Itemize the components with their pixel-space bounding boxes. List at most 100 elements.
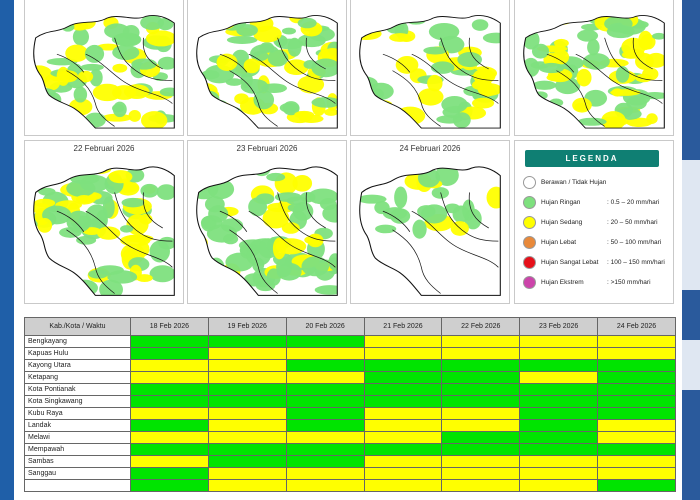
province-outline xyxy=(33,14,175,129)
light-rain-area xyxy=(156,184,175,200)
light-rain-area xyxy=(457,52,483,68)
light-rain-area xyxy=(417,168,441,188)
light-rain-area xyxy=(441,95,468,114)
light-rain-area xyxy=(533,91,548,100)
light-rain-area xyxy=(328,253,338,271)
moderate-rain-area xyxy=(553,38,569,48)
light-rain-area xyxy=(359,194,387,204)
kalimantan-barat-map xyxy=(523,14,665,129)
light-rain-area xyxy=(33,15,61,32)
moderate-rain-area xyxy=(645,52,665,68)
header-date: 21 Feb 2026 xyxy=(363,317,443,336)
region-name: Kota Pontianak xyxy=(24,383,131,396)
light-rain-cell xyxy=(441,395,521,408)
boundary-line xyxy=(382,210,411,232)
region-name: Mempawah xyxy=(24,443,131,456)
table-row: Kota Pontianak xyxy=(24,383,676,396)
left-frame xyxy=(0,0,14,500)
light-rain-area xyxy=(375,224,397,234)
light-rain-area xyxy=(406,15,426,25)
region-name: Kayong Utara xyxy=(24,359,131,372)
moderate-rain-cell xyxy=(519,371,599,384)
light-rain-cell xyxy=(285,455,365,468)
light-rain-cell xyxy=(363,383,443,396)
moderate-rain-cell xyxy=(597,347,676,360)
region-name: Bengkayang xyxy=(24,335,131,348)
light-rain-cell xyxy=(441,371,521,384)
moderate-rain-area xyxy=(65,44,89,62)
forecast-map-4 xyxy=(514,0,674,136)
moderate-rain-cell xyxy=(207,467,287,480)
boundary-line xyxy=(248,53,336,104)
moderate-rain-cell xyxy=(519,455,599,468)
moderate-rain-cell xyxy=(207,419,287,432)
light-rain-area xyxy=(582,53,610,70)
moderate-rain-cell xyxy=(597,455,676,468)
moderate-rain-area xyxy=(108,170,133,184)
light-rain-area xyxy=(452,112,471,128)
boundary-line xyxy=(392,229,441,294)
light-rain-cell xyxy=(519,443,599,456)
region-name: Sambas xyxy=(24,455,131,468)
moderate-rain-cell xyxy=(207,347,287,360)
light-rain-cell xyxy=(597,407,676,420)
moderate-rain-area xyxy=(272,237,286,260)
boundary-line xyxy=(114,192,173,242)
light-rain-cell xyxy=(285,407,365,420)
kalimantan-barat-map xyxy=(33,166,175,296)
light-rain-area xyxy=(266,172,286,182)
moderate-rain-cell xyxy=(285,431,365,444)
table-row: Kapuas Hulu xyxy=(24,347,676,360)
light-rain-area xyxy=(66,179,96,197)
province-outline xyxy=(196,14,338,129)
light-rain-area xyxy=(626,96,647,110)
light-rain-cell xyxy=(441,359,521,372)
moderate-rain-cell xyxy=(363,479,443,492)
moderate-rain-area xyxy=(101,113,132,122)
moderate-rain-area xyxy=(56,66,70,86)
moderate-rain-area xyxy=(214,15,237,30)
moderate-rain-area xyxy=(111,85,137,100)
moderate-rain-area xyxy=(389,33,412,42)
legend-range: : >150 mm/hari xyxy=(607,279,651,286)
light-rain-area xyxy=(301,256,330,277)
legend-label: Hujan Ringan xyxy=(541,199,581,206)
light-rain-area xyxy=(532,80,557,90)
light-rain-area xyxy=(149,265,175,283)
legend-swatch-icon xyxy=(523,196,536,209)
light-rain-cell xyxy=(285,383,365,396)
light-rain-area xyxy=(217,15,247,31)
light-rain-area xyxy=(279,102,299,113)
forecast-map-2 xyxy=(187,0,347,136)
light-rain-area xyxy=(73,86,88,103)
legend-label: Hujan Ekstrem xyxy=(541,279,584,286)
light-rain-area xyxy=(140,15,165,31)
light-rain-area xyxy=(587,38,600,56)
light-rain-cell xyxy=(285,419,365,432)
light-rain-area xyxy=(84,44,105,63)
light-rain-area xyxy=(214,106,243,119)
light-rain-area xyxy=(604,15,633,32)
table-row: Kubu Raya xyxy=(24,407,676,420)
light-rain-cell xyxy=(207,383,287,396)
province-outline xyxy=(33,166,175,296)
moderate-rain-cell xyxy=(285,347,365,360)
moderate-rain-cell xyxy=(363,431,443,444)
moderate-rain-cell xyxy=(285,371,365,384)
light-rain-area xyxy=(311,58,338,78)
light-rain-area xyxy=(374,201,390,215)
moderate-rain-area xyxy=(216,53,238,71)
header-date: 23 Feb 2026 xyxy=(519,317,599,336)
light-rain-area xyxy=(209,99,229,113)
light-rain-cell xyxy=(363,443,443,456)
map-date-label: 23 Februari 2026 xyxy=(236,144,298,153)
moderate-rain-area xyxy=(472,97,495,109)
light-rain-area xyxy=(523,57,540,77)
moderate-rain-area xyxy=(145,30,175,47)
moderate-rain-cell xyxy=(130,359,209,372)
light-rain-area xyxy=(240,79,269,94)
moderate-rain-cell xyxy=(207,359,287,372)
moderate-rain-area xyxy=(75,195,93,204)
light-rain-area xyxy=(412,219,427,239)
moderate-rain-cell xyxy=(597,335,676,348)
